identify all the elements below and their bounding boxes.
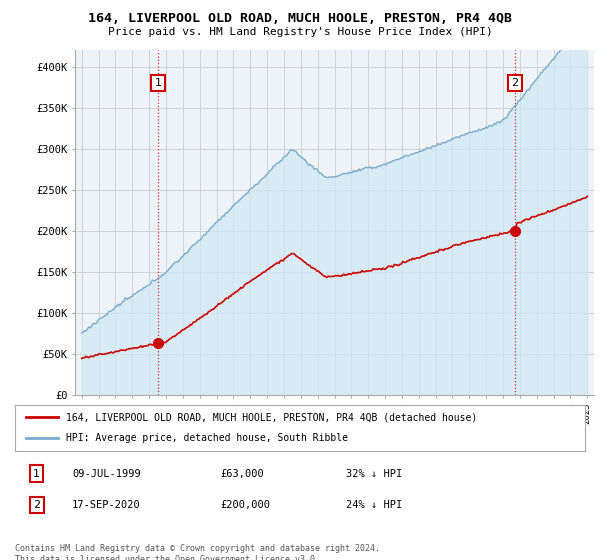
Text: 2: 2 (33, 500, 40, 510)
Text: 24% ↓ HPI: 24% ↓ HPI (346, 500, 402, 510)
Text: 1: 1 (155, 78, 161, 88)
Text: 2: 2 (511, 78, 518, 88)
Text: 09-JUL-1999: 09-JUL-1999 (72, 469, 141, 479)
Text: 32% ↓ HPI: 32% ↓ HPI (346, 469, 402, 479)
Text: Price paid vs. HM Land Registry's House Price Index (HPI): Price paid vs. HM Land Registry's House … (107, 27, 493, 38)
Text: Contains HM Land Registry data © Crown copyright and database right 2024.
This d: Contains HM Land Registry data © Crown c… (15, 544, 380, 560)
Text: £63,000: £63,000 (220, 469, 264, 479)
Text: 164, LIVERPOOL OLD ROAD, MUCH HOOLE, PRESTON, PR4 4QB: 164, LIVERPOOL OLD ROAD, MUCH HOOLE, PRE… (88, 12, 512, 25)
Text: £200,000: £200,000 (220, 500, 270, 510)
Text: HPI: Average price, detached house, South Ribble: HPI: Average price, detached house, Sout… (66, 433, 348, 444)
Text: 164, LIVERPOOL OLD ROAD, MUCH HOOLE, PRESTON, PR4 4QB (detached house): 164, LIVERPOOL OLD ROAD, MUCH HOOLE, PRE… (66, 412, 478, 422)
Text: 17-SEP-2020: 17-SEP-2020 (72, 500, 141, 510)
Text: 1: 1 (33, 469, 40, 479)
